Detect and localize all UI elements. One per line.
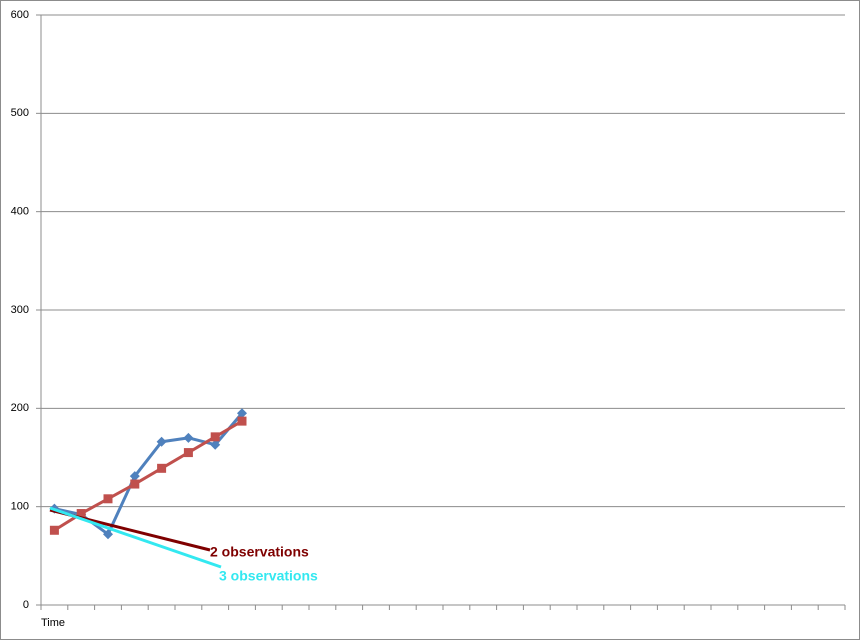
y-tick-label: 200 [11,402,29,414]
marker [156,436,167,447]
marker [76,509,86,519]
marker [183,432,194,443]
marker [129,471,140,482]
marker [210,439,221,450]
y-tick-label: 0 [23,599,29,611]
marker [157,463,167,473]
marker [103,494,113,504]
annotation-line [49,506,222,569]
y-tick-label: 300 [11,304,29,316]
marker [237,416,247,426]
y-tick-label: 500 [11,107,29,119]
y-tick-label: 400 [11,206,29,218]
y-tick-label: 100 [11,501,29,513]
marker [183,448,193,458]
marker [49,525,59,535]
marker [210,432,220,442]
x-axis-title: Time [41,617,65,629]
y-tick-label: 600 [11,9,29,21]
annotation: 2 observations [210,544,309,560]
marker [103,529,113,540]
annotation: 3 observations [219,568,318,584]
marker [237,408,247,419]
marker [130,479,140,489]
